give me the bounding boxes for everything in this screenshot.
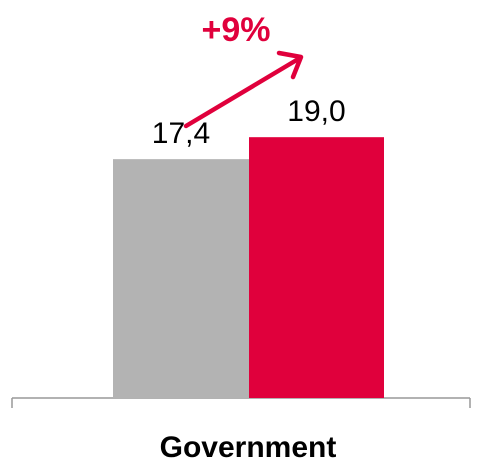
category-label: Government (160, 431, 337, 464)
up-right-arrow-icon (183, 50, 304, 129)
arrow-shaft (183, 55, 303, 129)
bar-current (249, 137, 384, 398)
data-label-previous: 17,4 (152, 117, 210, 150)
growth-annotation: +9% (202, 11, 271, 49)
arrow-head (276, 50, 304, 80)
data-label-current: 19,0 (287, 95, 345, 128)
bar-previous (113, 159, 249, 398)
